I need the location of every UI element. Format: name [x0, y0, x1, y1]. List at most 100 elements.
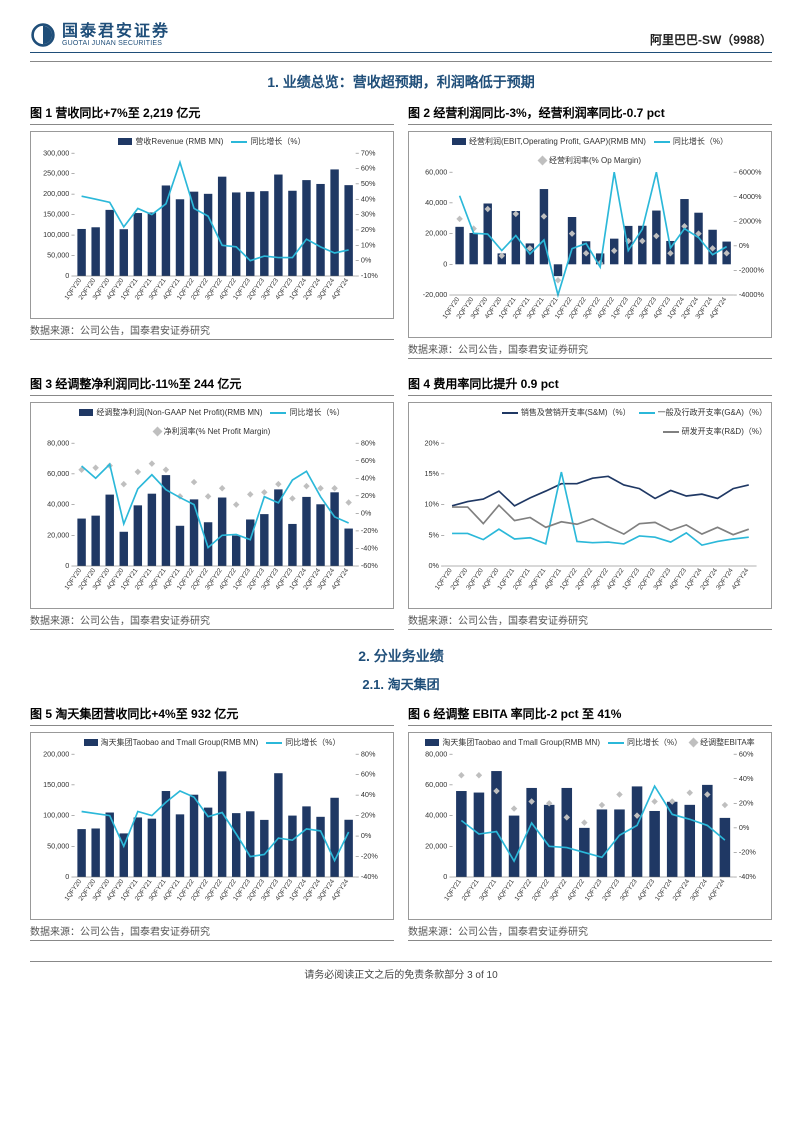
fig1-legend-bar: 营收Revenue (RMB MN): [135, 136, 223, 147]
svg-text:-10%: -10%: [361, 271, 379, 280]
svg-text:30%: 30%: [361, 210, 376, 219]
svg-text:200,000: 200,000: [43, 750, 69, 758]
svg-text:0: 0: [65, 872, 69, 881]
svg-text:10%: 10%: [361, 241, 376, 250]
svg-text:80%: 80%: [361, 439, 376, 447]
svg-text:250,000: 250,000: [43, 169, 69, 178]
company-logo: 国泰君安证券 GUOTAI JUNAN SECURITIES: [30, 22, 170, 48]
svg-text:-20%: -20%: [361, 852, 379, 861]
svg-text:80%: 80%: [361, 750, 376, 758]
svg-text:-40%: -40%: [361, 544, 379, 553]
svg-text:0%: 0%: [739, 823, 750, 832]
fig2-legend-line: 同比增长（%）: [673, 136, 728, 147]
fig6-legend-bar: 淘天集团Taobao and Tmall Group(RMB MN): [442, 737, 600, 748]
fig4-legend-rd: 研发开支率(R&D)（%）: [682, 426, 767, 437]
fig6-legend-line: 同比增长（%）: [627, 737, 682, 748]
svg-text:15%: 15%: [424, 469, 439, 478]
fig5-legend-bar: 淘天集团Taobao and Tmall Group(RMB MN): [101, 737, 259, 748]
svg-text:6000%: 6000%: [739, 168, 762, 176]
svg-text:200,000: 200,000: [43, 190, 69, 199]
svg-text:40%: 40%: [361, 791, 376, 800]
fig6-source: 数据来源：公司公告，国泰君安证券研究: [408, 923, 772, 938]
svg-text:-4000%: -4000%: [739, 290, 765, 299]
svg-text:0%: 0%: [739, 241, 750, 250]
svg-text:20%: 20%: [424, 439, 439, 447]
svg-text:50,000: 50,000: [47, 842, 69, 851]
svg-text:0%: 0%: [361, 509, 372, 518]
svg-text:300,000: 300,000: [43, 149, 69, 157]
fig4-title: 图 4 费用率同比提升 0.9 pct: [408, 377, 772, 391]
svg-text:-20,000: -20,000: [423, 290, 448, 299]
svg-text:0: 0: [65, 561, 69, 570]
svg-text:60,000: 60,000: [47, 469, 69, 478]
svg-text:20%: 20%: [739, 799, 754, 808]
svg-text:0: 0: [443, 872, 447, 881]
fig6-chart: 淘天集团Taobao and Tmall Group(RMB MN) 同比增长（…: [408, 732, 772, 920]
fig3-source: 数据来源：公司公告，国泰君安证券研究: [30, 612, 394, 627]
fig4-source: 数据来源：公司公告，国泰君安证券研究: [408, 612, 772, 627]
svg-text:80,000: 80,000: [425, 750, 447, 758]
chart-row-2: 图 3 经调整净利润同比-11%至 244 亿元 经调整净利润(Non-GAAP…: [30, 371, 772, 636]
svg-text:0: 0: [443, 260, 447, 269]
svg-text:-20%: -20%: [739, 848, 757, 857]
svg-text:-40%: -40%: [361, 872, 379, 881]
fig2-title: 图 2 经营利润同比-3%，经营利润率同比-0.7 pct: [408, 106, 772, 120]
svg-text:0%: 0%: [429, 561, 440, 570]
svg-text:20%: 20%: [361, 491, 376, 500]
page-footer: 请务必阅读正文之后的免责条款部分 3 of 10: [30, 961, 772, 981]
fig6-title: 图 6 经调整 EBITA 率同比-2 pct 至 41%: [408, 707, 772, 721]
fig3-chart: 经调整净利润(Non-GAAP Net Profit)(RMB MN) 同比增长…: [30, 402, 394, 609]
svg-text:50,000: 50,000: [47, 251, 69, 260]
fig4-legend-ga: 一般及行政开支率(G&A)（%）: [658, 407, 767, 418]
svg-text:-20%: -20%: [361, 526, 379, 535]
svg-text:0%: 0%: [361, 831, 372, 840]
fig1-title: 图 1 营收同比+7%至 2,219 亿元: [30, 106, 394, 120]
fig1-legend-line: 同比增长（%）: [250, 136, 305, 147]
svg-text:-60%: -60%: [361, 561, 379, 570]
svg-text:40,000: 40,000: [425, 198, 447, 207]
stock-label: 阿里巴巴-SW（9988）: [650, 31, 772, 48]
svg-text:4000%: 4000%: [739, 192, 762, 201]
fig2-legend-margin: 经营利润率(% Op Margin): [549, 155, 641, 166]
section-1-title: 1. 业绩总览：营收超预期，利润略低于预期: [30, 72, 772, 92]
footer-text: 请务必阅读正文之后的免责条款部分 3 of 10: [304, 970, 497, 981]
svg-text:40,000: 40,000: [47, 500, 69, 509]
svg-text:10%: 10%: [424, 500, 439, 509]
fig2-source: 数据来源：公司公告，国泰君安证券研究: [408, 341, 772, 356]
chart-row-1: 图 1 营收同比+7%至 2,219 亿元 营收Revenue (RMB MN)…: [30, 100, 772, 365]
svg-text:60%: 60%: [361, 770, 376, 779]
svg-text:20,000: 20,000: [47, 531, 69, 540]
fig5-title: 图 5 淘天集团营收同比+4%至 932 亿元: [30, 707, 394, 721]
fig3-title: 图 3 经调整净利润同比-11%至 244 亿元: [30, 377, 394, 391]
svg-text:50%: 50%: [361, 179, 376, 188]
fig4-chart: 销售及营销开支率(S&M)（%） 一般及行政开支率(G&A)（%） 研发开支率(…: [408, 402, 772, 609]
section-2-title: 2. 分业务业绩: [30, 646, 772, 666]
fig3-legend-bar: 经调整净利润(Non-GAAP Net Profit)(RMB MN): [96, 407, 262, 418]
company-name-en: GUOTAI JUNAN SECURITIES: [62, 40, 170, 47]
fig2-chart: 经营利润(EBIT,Operating Profit, GAAP)(RMB MN…: [408, 131, 772, 338]
fig5-source: 数据来源：公司公告，国泰君安证券研究: [30, 923, 394, 938]
section-2-1-title: 2.1. 淘天集团: [30, 674, 772, 693]
svg-text:60%: 60%: [361, 164, 376, 173]
svg-text:80,000: 80,000: [47, 439, 69, 447]
svg-text:20%: 20%: [361, 811, 376, 820]
svg-text:60%: 60%: [739, 750, 754, 758]
fig1-chart: 营收Revenue (RMB MN) 同比增长（%） 0 50,000 100,00…: [30, 131, 394, 319]
chart-row-3: 图 5 淘天集团营收同比+4%至 932 亿元 淘天集团Taobao and T…: [30, 701, 772, 947]
svg-text:20%: 20%: [361, 225, 376, 234]
svg-text:40,000: 40,000: [425, 811, 447, 820]
svg-text:0%: 0%: [361, 256, 372, 265]
svg-text:5%: 5%: [429, 531, 440, 540]
svg-text:0: 0: [65, 271, 69, 280]
svg-text:-40%: -40%: [739, 872, 757, 881]
fig3-legend-margin: 净利润率(% Net Profit Margin): [164, 426, 271, 437]
svg-text:150,000: 150,000: [43, 780, 69, 789]
svg-text:2000%: 2000%: [739, 217, 762, 226]
svg-text:40%: 40%: [739, 774, 754, 783]
svg-text:100,000: 100,000: [43, 231, 69, 240]
svg-text:20,000: 20,000: [425, 229, 447, 238]
logo-icon: [30, 22, 56, 48]
svg-text:60,000: 60,000: [425, 168, 447, 176]
fig5-chart: 淘天集团Taobao and Tmall Group(RMB MN) 同比增长（…: [30, 732, 394, 920]
svg-text:4QFY24: 4QFY24: [707, 878, 727, 902]
